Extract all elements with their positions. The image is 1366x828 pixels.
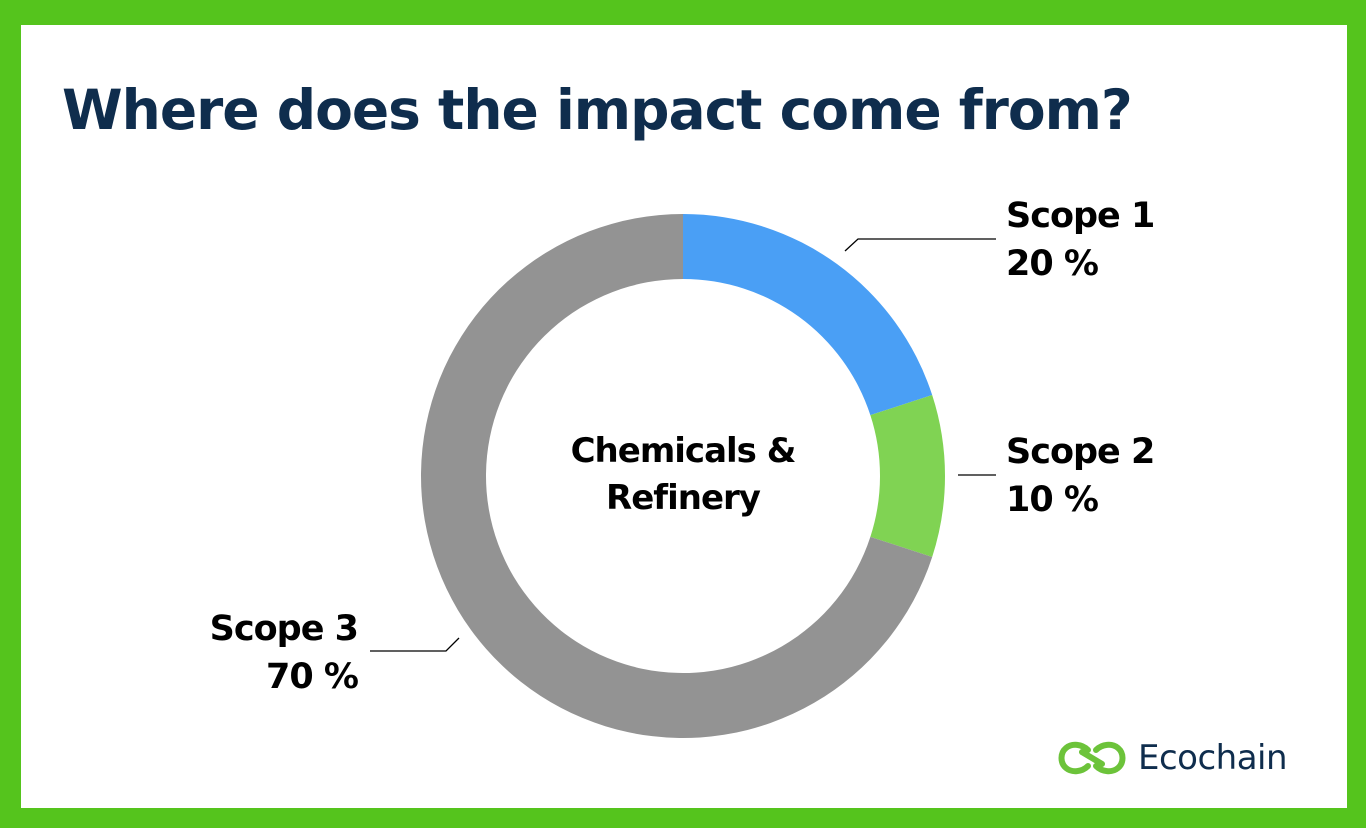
brand-logo: Ecochain (1058, 738, 1288, 778)
label-scope-2-value: 10 % (1006, 480, 1099, 520)
label-scope-1-name: Scope 1 (1006, 196, 1155, 236)
label-scope-3: Scope 3 70 % (209, 605, 359, 701)
donut-segment-scope-1 (683, 214, 933, 416)
page-title: Where does the impact come from? (62, 78, 1133, 142)
label-scope-1: Scope 1 20 % (1006, 192, 1155, 288)
leader-line-scope-3 (370, 637, 460, 652)
label-scope-1-value: 20 % (1006, 244, 1099, 284)
donut-segments (421, 214, 945, 738)
label-scope-2: Scope 2 10 % (1006, 428, 1155, 524)
infinity-chain-logo-icon (1058, 741, 1126, 775)
leader-line-scope-1 (844, 238, 996, 252)
donut-segment-scope-2 (870, 395, 945, 557)
label-scope-3-value: 70 % (266, 657, 359, 697)
center-label-line-1: Chemicals & (570, 431, 797, 471)
center-label-line-2: Refinery (606, 478, 761, 518)
label-scope-3-name: Scope 3 (209, 609, 359, 649)
label-scope-2-name: Scope 2 (1006, 432, 1155, 472)
brand-name: Ecochain (1138, 738, 1288, 778)
donut-center-label: Chemicals & Refinery (533, 428, 833, 522)
